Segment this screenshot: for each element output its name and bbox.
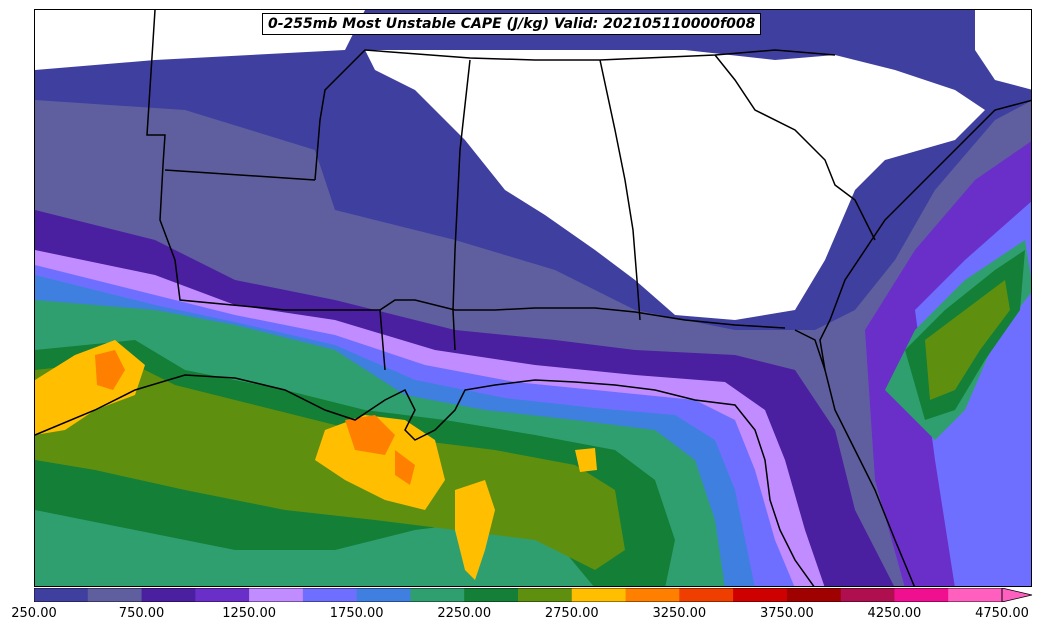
colorbar-segment — [249, 588, 304, 602]
colorbar-segment — [356, 588, 411, 602]
colorbar-segment — [679, 588, 734, 602]
cape-field-orange — [95, 350, 125, 390]
state-border — [164, 169, 316, 181]
state-border — [599, 59, 641, 321]
cape-field-orange — [345, 415, 395, 455]
colorbar-svg — [34, 588, 1033, 602]
colorbar-tick-label: 2250.00 — [437, 606, 492, 621]
state-border — [379, 299, 786, 329]
colorbar-tick-label: 750.00 — [118, 606, 165, 621]
coastline — [35, 374, 815, 586]
colorbar-extend-arrow — [1001, 588, 1033, 602]
colorbar-segment — [34, 588, 89, 602]
colorbar-segment — [302, 588, 358, 602]
state-border — [452, 59, 471, 351]
coastline — [819, 99, 1031, 586]
colorbar-segment — [571, 588, 627, 602]
map-panel — [34, 9, 1032, 587]
colorbar-segment — [410, 588, 465, 602]
cape-field-yellow — [575, 448, 597, 472]
colorbar-segment — [625, 588, 680, 602]
colorbar-tick-label: 4250.00 — [867, 606, 922, 621]
cape-field-olive — [925, 280, 1010, 400]
colorbar-tick-label: 250.00 — [11, 606, 57, 621]
colorbar-tick-label: 1750.00 — [329, 606, 384, 621]
state-border — [314, 49, 836, 181]
state-border — [714, 54, 876, 241]
colorbar-segment — [733, 588, 788, 602]
colorbar-segment — [894, 588, 949, 602]
cape-field-yellow — [315, 415, 445, 510]
colorbar-tick-label: 2750.00 — [544, 606, 599, 621]
colorbar-segment — [195, 588, 250, 602]
colorbar-segment — [141, 588, 196, 602]
boundaries — [35, 10, 1031, 586]
cape-field-orange — [395, 450, 415, 485]
colorbar-segment — [464, 588, 519, 602]
state-border — [794, 329, 826, 371]
colorbar-outline — [34, 588, 1003, 602]
colorbar-segment — [87, 588, 143, 602]
cape-field-yellow — [455, 480, 495, 580]
colorbar-segment — [948, 588, 1003, 602]
no-cape-region — [975, 10, 1031, 90]
colorbar-tick-label: 4750.00 — [975, 606, 1029, 621]
colorbar-segment — [786, 588, 842, 602]
colorbar — [34, 588, 1034, 602]
state-border — [146, 10, 386, 371]
no-cape-region — [365, 50, 985, 320]
map-title: 0-255mb Most Unstable CAPE (J/kg) Valid:… — [262, 13, 762, 35]
colorbar-segment — [840, 588, 895, 602]
colorbar-tick-label: 3750.00 — [759, 606, 814, 621]
colorbar-tick-label: 3250.00 — [652, 606, 707, 621]
colorbar-tick-label: 1250.00 — [222, 606, 276, 621]
cape-map — [35, 10, 1031, 586]
colorbar-segment — [518, 588, 573, 602]
